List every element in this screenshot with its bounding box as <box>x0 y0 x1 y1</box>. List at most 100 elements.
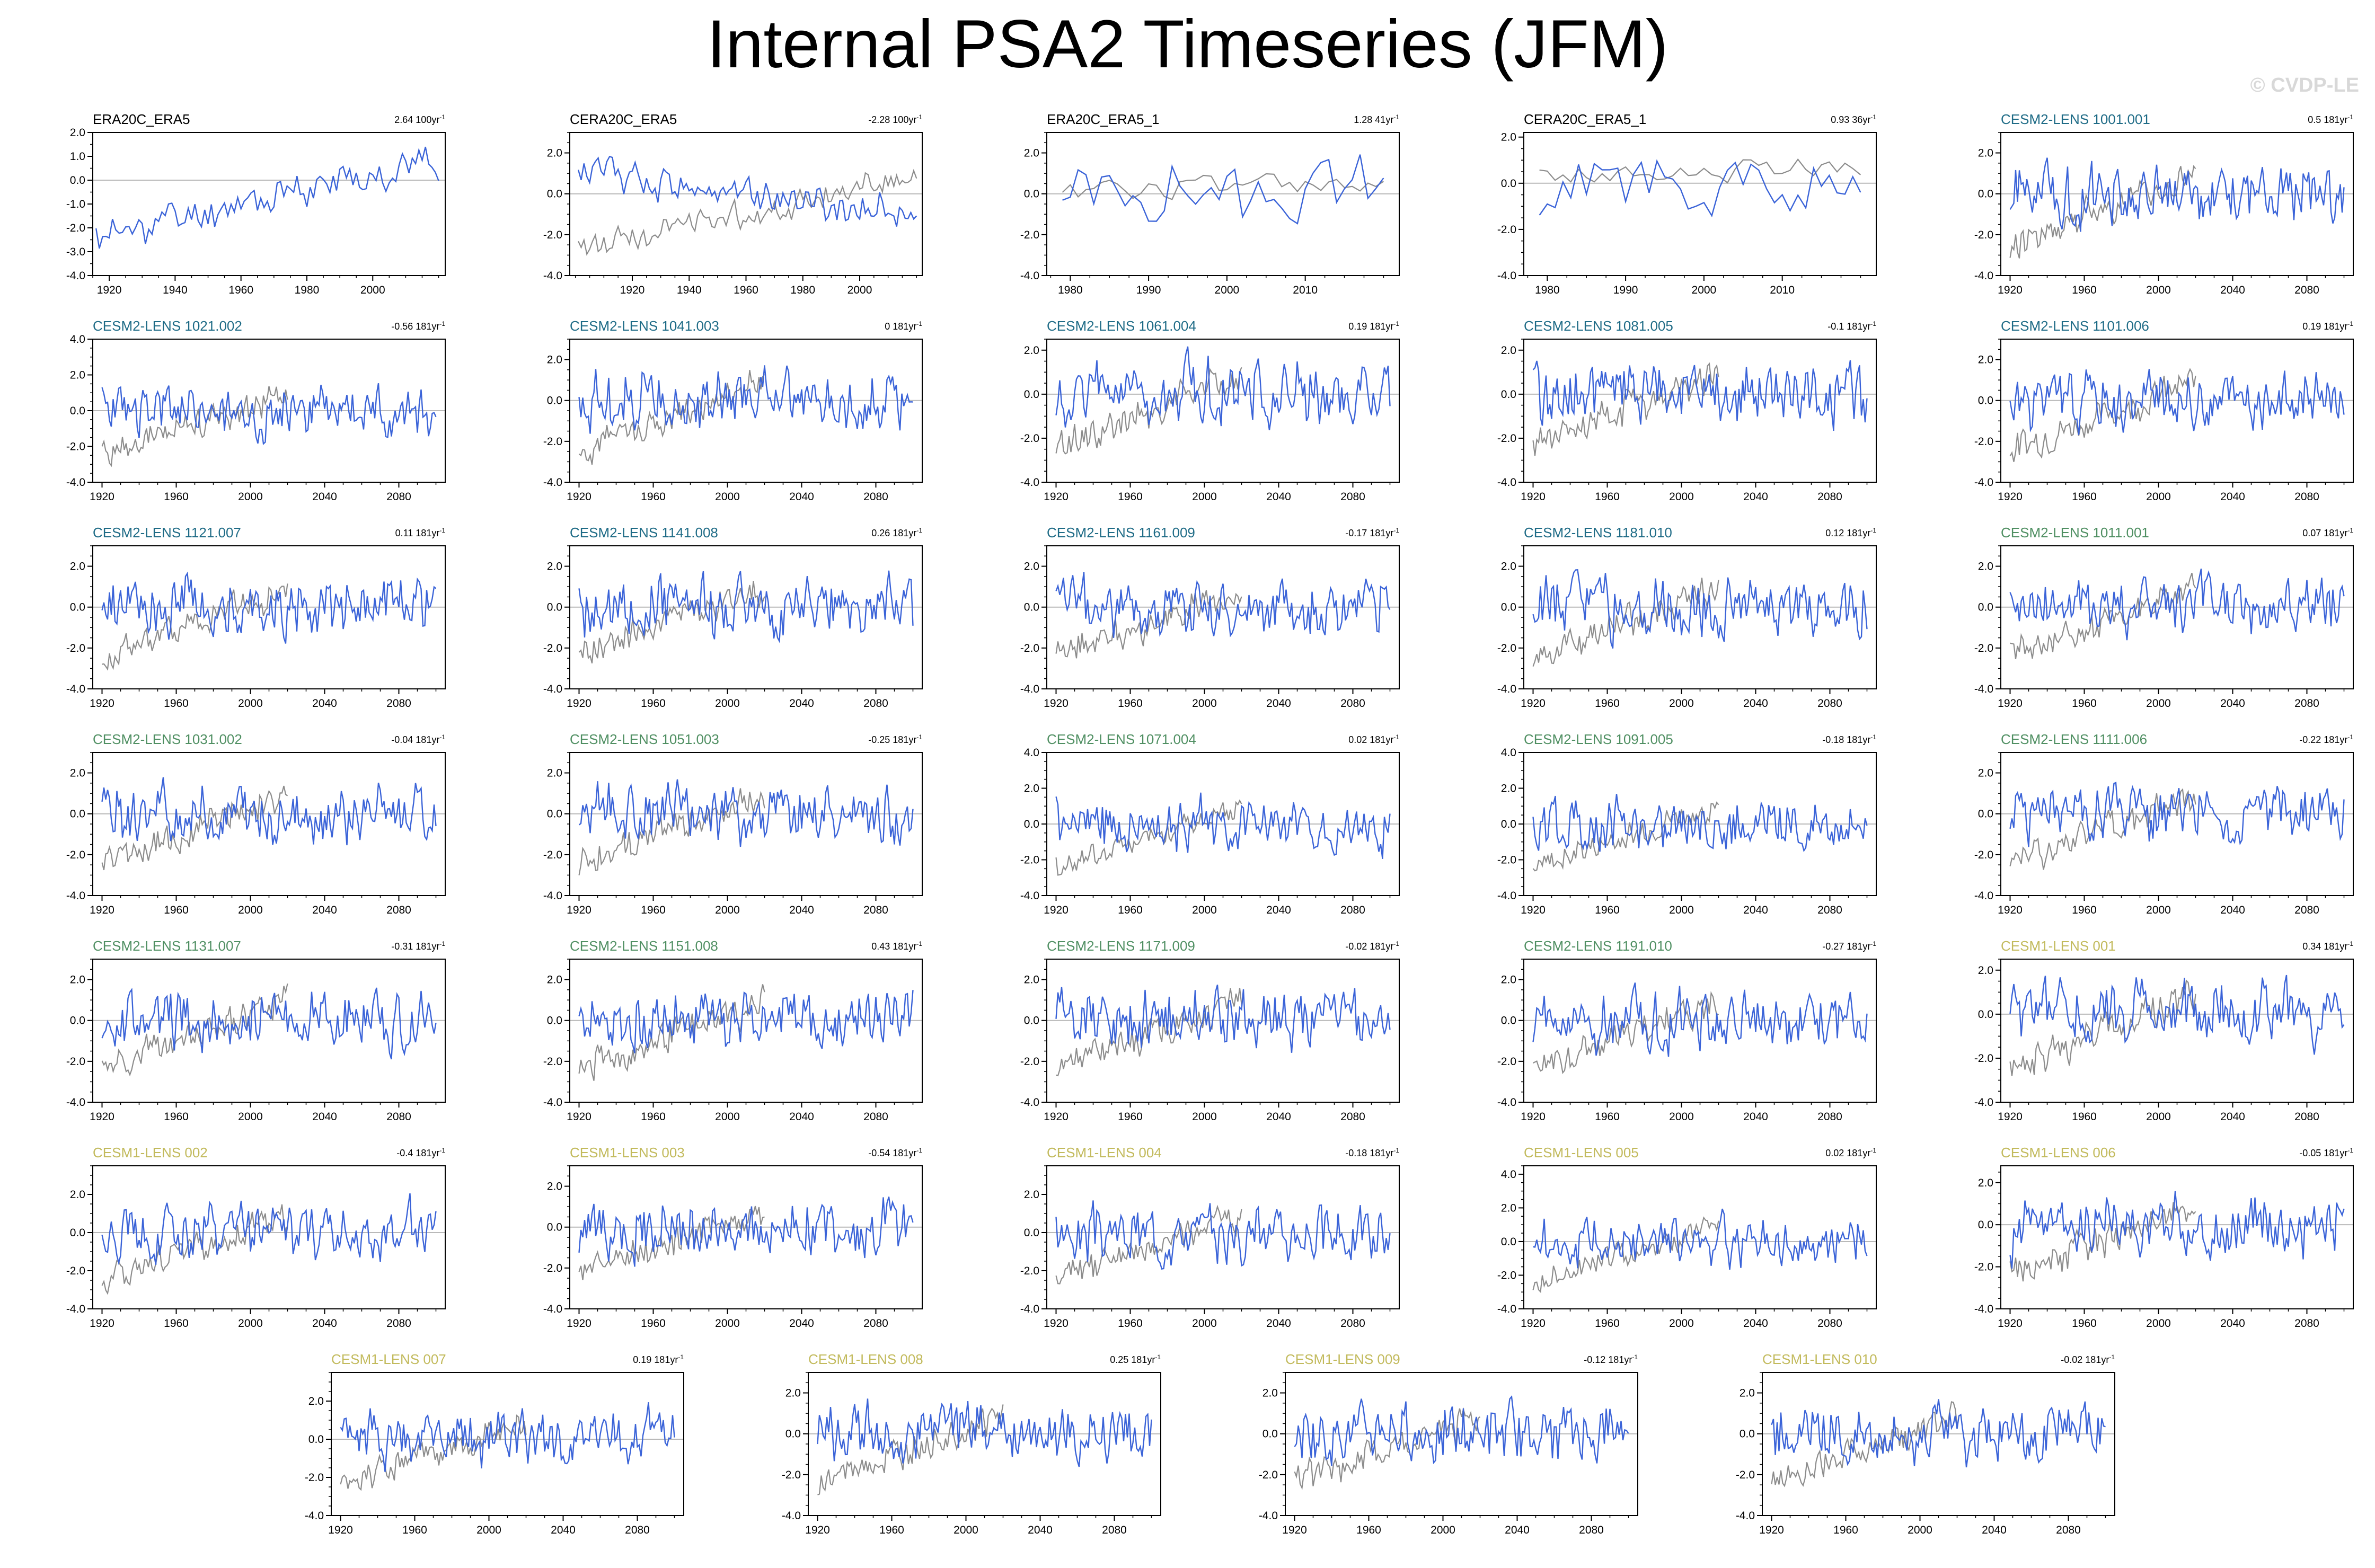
reference-series-line <box>1539 158 1861 184</box>
model-series-line <box>1532 794 1868 853</box>
x-tick-label: 1990 <box>1613 284 1638 296</box>
chart-panel: CESM1-LENS 005 0.02 181yr-1 4.0 2.0 0.0 -2.0 -… <box>1476 1145 1882 1330</box>
x-tick-label: 1920 <box>1282 1524 1307 1536</box>
y-tick-label: 0.0 <box>1024 388 1039 401</box>
y-tick-label: 2.0 <box>1501 344 1516 357</box>
reference-series-line <box>1771 1401 1958 1487</box>
panel-title: CERA20C_ERA5_1 <box>1524 111 1647 127</box>
model-series-line <box>101 987 437 1060</box>
y-tick-label: -4.0 <box>1020 1303 1039 1315</box>
panel-trend: -0.02 181yr-1 <box>2061 1353 2115 1365</box>
x-tick-label: 2000 <box>476 1524 501 1536</box>
x-tick-label: 1920 <box>328 1524 353 1536</box>
chart-svg: 2.0 0.0 -2.0 -4.0 1920 1960 2000 2040 2080 <box>66 959 446 1123</box>
y-tick-label: -2.0 <box>1974 229 1993 241</box>
y-tick-label: 2.0 <box>1978 147 1993 160</box>
x-tick-label: 1960 <box>2072 284 2097 296</box>
y-tick-label: 0.0 <box>1024 1227 1039 1239</box>
x-tick-label: 1920 <box>1998 1111 2023 1123</box>
y-tick-label: -4.0 <box>1974 890 1993 902</box>
x-tick-label: 1920 <box>567 697 591 710</box>
panel-title: CESM2-LENS 1081.005 <box>1524 318 1673 334</box>
y-tick-label: -2.0 <box>66 1056 85 1068</box>
model-series-line <box>577 155 917 227</box>
y-tick-label: -2.0 <box>1974 1052 1993 1065</box>
panel-title: CESM2-LENS 1141.008 <box>570 525 718 541</box>
x-tick-label: 1960 <box>2072 904 2097 916</box>
y-tick-label: 2.0 <box>1024 974 1039 986</box>
x-tick-label: 2000 <box>238 1111 263 1123</box>
panel-trend: 1.28 41yr-1 <box>1354 113 1399 125</box>
reference-series-line <box>2009 165 2196 259</box>
x-tick-label: 1940 <box>163 284 188 296</box>
panel-title: CESM2-LENS 1121.007 <box>93 525 241 541</box>
x-tick-label: 2080 <box>625 1524 650 1536</box>
panel-title: CESM1-LENS 007 <box>331 1351 446 1367</box>
x-tick-label: 2080 <box>2294 1317 2319 1330</box>
x-tick-label: 1920 <box>567 1111 591 1123</box>
panel-title: CESM2-LENS 1191.010 <box>1524 938 1672 954</box>
panel-trend: 0.11 181yr-1 <box>395 527 445 538</box>
y-tick-label: -4.0 <box>66 476 85 489</box>
reference-series-line <box>1055 590 1242 659</box>
plot-frame <box>1523 959 1877 1103</box>
y-tick-label: -4.0 <box>1974 270 1993 282</box>
x-tick-label: 2080 <box>386 491 411 503</box>
x-tick-label: 1960 <box>1118 1111 1143 1123</box>
y-tick-label: 2.0 <box>70 561 85 573</box>
chart-panel: CESM2-LENS 1141.008 0.26 181yr-1 2.0 0.0 -2.… <box>522 525 928 710</box>
x-tick-label: 1960 <box>1118 491 1143 503</box>
y-tick-label: 2.0 <box>1978 354 1993 366</box>
x-tick-label: 2000 <box>238 697 263 710</box>
y-tick-label: 2.0 <box>1978 767 1993 779</box>
x-tick-label: 2080 <box>1340 904 1365 916</box>
x-tick-label: 2000 <box>1192 1317 1217 1330</box>
reference-series-line <box>1055 1204 1242 1284</box>
panel-trend: -0.25 181yr-1 <box>868 733 922 745</box>
panel-trend: 0.19 181yr-1 <box>1348 320 1399 332</box>
chart-svg: 2.0 0.0 -2.0 -4.0 1920 1960 2000 2040 2080 <box>782 1372 1161 1536</box>
x-tick-label: 2040 <box>1266 491 1291 503</box>
y-tick-label: -4.0 <box>1497 1096 1516 1109</box>
chart-svg: 2.0 0.0 -2.0 -4.0 1920 1960 2000 2040 2080 <box>66 545 446 710</box>
plot-frame <box>92 545 446 689</box>
y-tick-label: -4.0 <box>1974 683 1993 695</box>
reference-series-line <box>1055 367 1242 455</box>
plot-frame <box>2000 1165 2354 1309</box>
panel-title: CESM2-LENS 1161.009 <box>1047 525 1195 541</box>
x-tick-label: 2040 <box>789 697 814 710</box>
x-tick-label: 2080 <box>1817 697 1842 710</box>
y-tick-label: 2.0 <box>70 974 85 986</box>
panel-trend: 0.19 181yr-1 <box>633 1353 684 1365</box>
y-tick-label: -4.0 <box>1020 890 1039 902</box>
y-tick-label: 0.0 <box>1024 818 1039 830</box>
panel-trend: -0.05 181yr-1 <box>2299 1147 2353 1158</box>
chart-panel: CESM2-LENS 1151.008 0.43 181yr-1 2.0 0.0 -2.… <box>522 938 928 1123</box>
y-tick-label: 2.0 <box>785 1387 801 1399</box>
x-tick-label: 1920 <box>1521 1317 1546 1330</box>
y-tick-label: 0.0 <box>1501 1236 1516 1248</box>
y-tick-label: -2.0 <box>66 642 85 654</box>
y-tick-label: -4.0 <box>782 1510 801 1522</box>
plot-frame <box>1523 339 1877 483</box>
x-tick-label: 2000 <box>2146 697 2171 710</box>
panel-trend: 0.07 181yr-1 <box>2302 527 2353 538</box>
x-tick-label: 2080 <box>863 491 888 503</box>
panel-title: CESM2-LENS 1001.001 <box>2001 111 2150 127</box>
chart-svg: 2.0 0.0 -2.0 -4.0 1920 1960 2000 2040 2080 <box>66 1165 446 1330</box>
chart-svg: 2.0 0.0 -2.0 -4.0 1920 1960 2000 2040 2080 <box>1974 959 2354 1123</box>
x-tick-label: 2010 <box>1770 284 1795 296</box>
y-tick-label: 0.0 <box>1978 188 1993 200</box>
y-tick-label: -2.0 <box>1259 1469 1278 1481</box>
y-tick-label: -4.0 <box>543 683 562 695</box>
y-tick-label: 2.0 <box>1262 1387 1278 1399</box>
chart-panel: CESM2-LENS 1161.009 -0.17 181yr-1 2.0 0.0 -2… <box>999 525 1405 710</box>
x-tick-label: 2000 <box>1669 1317 1694 1330</box>
x-tick-label: 2040 <box>312 904 337 916</box>
x-tick-label: 1920 <box>620 284 645 296</box>
x-tick-label: 2040 <box>312 491 337 503</box>
y-tick-label: 1.0 <box>70 150 85 163</box>
plot-frame <box>92 132 446 276</box>
plot-frame <box>92 752 446 896</box>
y-tick-label: 0.0 <box>70 174 85 187</box>
